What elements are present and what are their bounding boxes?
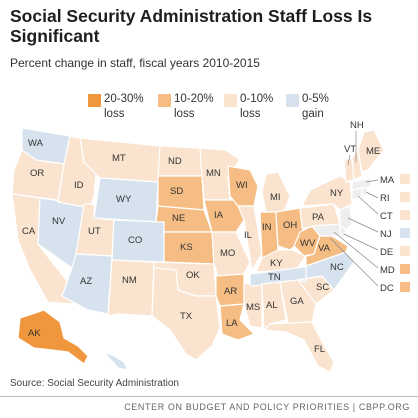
callout-label-MA: MA xyxy=(380,175,395,186)
label-MN: MN xyxy=(206,168,221,179)
label-AZ: AZ xyxy=(80,276,92,287)
callout-label-DC: DC xyxy=(380,283,394,294)
label-TX: TX xyxy=(180,311,193,322)
legend-swatch xyxy=(88,94,101,107)
label-ME: ME xyxy=(366,146,380,157)
legend-label: 20-30% xyxy=(104,93,144,105)
state-MA xyxy=(351,177,373,191)
label-NM: NM xyxy=(122,275,137,286)
legend-label: 0-5% xyxy=(302,93,329,105)
label-CA: CA xyxy=(22,226,36,237)
legend-swatch xyxy=(158,94,171,107)
label-KY: KY xyxy=(270,258,283,269)
label-WV: WV xyxy=(300,238,316,249)
northeast-callouts: MA RI CT NJ DE MD DC xyxy=(380,174,410,294)
label-VT: VT xyxy=(344,144,356,155)
callout-swatch-RI xyxy=(400,192,410,202)
label-MS: MS xyxy=(246,302,260,313)
label-AR: AR xyxy=(224,286,237,297)
label-NC: NC xyxy=(330,262,344,273)
state-AK xyxy=(17,309,89,365)
state-MD xyxy=(311,223,341,237)
label-IN: IN xyxy=(262,222,272,233)
label-NE: NE xyxy=(172,213,185,224)
label-TN: TN xyxy=(268,272,281,283)
label-SC: SC xyxy=(316,282,329,293)
legend-swatch xyxy=(224,94,237,107)
callout-swatch-NJ xyxy=(400,228,410,238)
state-VA xyxy=(305,235,349,267)
callout-label-NJ: NJ xyxy=(380,229,392,240)
state-labels: WA OR CA NV ID MT WY UT CO AZ NM ND SD N… xyxy=(22,120,380,355)
state-IL xyxy=(237,205,263,271)
footer-credit: CENTER ON BUDGET AND POLICY PRIORITIES |… xyxy=(124,402,410,412)
label-MO: MO xyxy=(220,248,235,259)
label-AK: AK xyxy=(28,328,41,339)
legend-label: 0-10% xyxy=(240,93,274,105)
state-NC xyxy=(297,251,355,291)
label-KS: KS xyxy=(180,242,193,253)
legend-sublabel: loss xyxy=(104,108,125,120)
label-FL: FL xyxy=(314,344,325,355)
label-UT: UT xyxy=(88,226,101,237)
chart-title: Social Security Administration Staff Los… xyxy=(10,6,373,46)
label-IA: IA xyxy=(214,210,224,221)
label-VA: VA xyxy=(318,243,331,254)
state-AZ xyxy=(61,253,113,315)
state-AL xyxy=(261,281,287,331)
label-WA: WA xyxy=(28,138,44,149)
label-NY: NY xyxy=(330,188,344,199)
state-HI xyxy=(103,351,129,371)
state-NY xyxy=(301,175,353,211)
state-NM xyxy=(107,259,155,317)
legend-sublabel: gain xyxy=(302,108,324,120)
source-note: Source: Social Security Administration xyxy=(10,378,179,389)
callout-label-RI: RI xyxy=(380,193,390,204)
legend-sublabel: loss xyxy=(240,108,261,120)
callout-swatch-DC xyxy=(400,282,410,292)
state-NJ xyxy=(339,205,353,233)
label-ND: ND xyxy=(168,156,182,167)
label-CO: CO xyxy=(128,235,142,246)
label-SD: SD xyxy=(170,186,183,197)
label-IL: IL xyxy=(244,230,252,241)
callout-lines xyxy=(329,131,379,287)
label-MT: MT xyxy=(112,153,126,164)
footer-divider xyxy=(0,396,418,397)
label-NV: NV xyxy=(52,216,66,227)
label-OK: OK xyxy=(186,270,200,281)
state-FL xyxy=(263,321,335,373)
callout-swatch-MD xyxy=(400,264,410,274)
label-NH: NH xyxy=(350,120,364,131)
label-PA: PA xyxy=(312,212,325,223)
callout-label-CT: CT xyxy=(380,211,393,222)
label-OH: OH xyxy=(283,220,297,231)
state-TX xyxy=(151,267,221,361)
label-AL: AL xyxy=(266,300,278,311)
label-WI: WI xyxy=(236,180,248,191)
label-ID: ID xyxy=(74,180,84,191)
label-GA: GA xyxy=(290,296,304,307)
callout-label-DE: DE xyxy=(380,247,393,258)
label-MI: MI xyxy=(270,192,281,203)
state-IA xyxy=(203,199,245,233)
callout-label-MD: MD xyxy=(380,265,395,276)
state-ME xyxy=(357,129,385,173)
label-WY: WY xyxy=(116,194,132,205)
state-RI xyxy=(361,187,369,197)
legend-label: 10-20% xyxy=(174,93,214,105)
label-OR: OR xyxy=(30,168,44,179)
state-GA xyxy=(279,279,317,325)
label-LA: LA xyxy=(226,318,238,329)
legend-swatch xyxy=(286,94,299,107)
callout-swatch-DE xyxy=(400,246,410,256)
us-state-map: WA OR CA NV ID MT WY UT CO AZ NM ND SD N… xyxy=(11,120,410,373)
legend-sublabel: loss xyxy=(174,108,195,120)
callout-swatch-MA xyxy=(400,174,410,184)
chart-subtitle: Percent change in staff, fiscal years 20… xyxy=(10,56,260,70)
callout-swatch-CT xyxy=(400,210,410,220)
